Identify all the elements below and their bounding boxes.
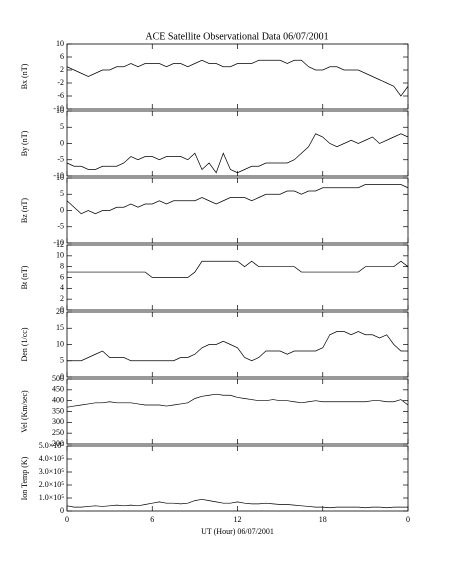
x-tick-label: 0 — [406, 515, 410, 524]
y-tick-label: 0 — [60, 372, 64, 381]
y-tick-label: -5 — [57, 222, 64, 231]
y-tick-label: 1.0×10⁵ — [39, 493, 65, 502]
y-tick-label: 10 — [56, 339, 64, 348]
data-line — [67, 331, 408, 362]
x-tick-label: 12 — [234, 515, 242, 524]
y-tick-label: 0 — [60, 305, 64, 314]
x-tick-label: 18 — [319, 515, 327, 524]
y-tick-label: 10 — [56, 39, 64, 48]
data-line — [66, 393, 409, 408]
panel-frame — [66, 244, 409, 311]
y-tick-label: 5 — [60, 189, 64, 198]
data-line — [66, 59, 409, 97]
y-tick-label: 12 — [56, 240, 64, 249]
panel-frame — [66, 43, 409, 110]
y-tick-label: 500 — [52, 374, 64, 383]
y-tick-label: 10 — [56, 251, 64, 260]
x-axis-label: UT (Hour) 06/07/2001 — [201, 527, 274, 536]
y-tick-label: 0 — [60, 506, 64, 515]
y-tick-label: 450 — [52, 385, 64, 394]
y-tick-label: 8 — [60, 261, 64, 270]
y-axis-label: Vel (Km/sec) — [20, 390, 29, 433]
x-tick-label: 6 — [150, 515, 154, 524]
y-tick-label: 0 — [60, 138, 64, 147]
panel-frame — [66, 110, 409, 177]
y-tick-label: 350 — [52, 406, 64, 415]
y-tick-label: -5 — [57, 155, 64, 164]
panel-frame — [66, 378, 409, 445]
data-line — [66, 498, 408, 509]
panel-frame — [66, 311, 409, 378]
y-tick-label: 4.0×10⁵ — [39, 454, 65, 463]
y-axis-label: By (nT) — [20, 130, 29, 156]
y-tick-label: 6 — [60, 272, 64, 281]
y-tick-label: -2 — [57, 78, 64, 87]
y-tick-label: 2.0×10⁵ — [39, 480, 65, 489]
data-line — [67, 260, 409, 278]
y-tick-label: 200 — [52, 439, 64, 448]
x-tick-label: 0 — [65, 515, 69, 524]
y-tick-label: 10 — [56, 106, 64, 115]
y-tick-label: 10 — [56, 173, 64, 182]
y-tick-label: 5 — [60, 122, 64, 131]
y-tick-label: -10 — [53, 238, 64, 247]
y-tick-label: 5.0×10⁵ — [39, 441, 65, 450]
y-tick-label: 6 — [60, 52, 64, 61]
y-tick-label: -6 — [57, 91, 64, 100]
y-tick-label: -10 — [53, 104, 64, 113]
y-axis-label: Den (1/cc) — [20, 327, 29, 361]
y-tick-label: 3.0×10⁵ — [39, 467, 65, 476]
y-tick-label: 2 — [60, 65, 64, 74]
y-tick-label: 300 — [52, 417, 64, 426]
chart-title: ACE Satellite Observational Data 06/07/2… — [145, 31, 328, 42]
data-line — [66, 133, 409, 174]
y-tick-label: 4 — [60, 283, 64, 292]
y-tick-label: 250 — [52, 428, 64, 437]
y-axis-label: Ion Temp (K) — [20, 456, 29, 500]
y-tick-label: 2 — [60, 294, 64, 303]
y-tick-label: 5 — [60, 356, 64, 365]
y-axis-label: Bt (nT) — [20, 265, 29, 289]
y-tick-label: 15 — [56, 323, 64, 332]
y-tick-label: 20 — [56, 307, 64, 316]
panel-frame — [66, 445, 409, 512]
data-line — [66, 184, 409, 215]
y-tick-label: 400 — [52, 395, 64, 404]
y-tick-label: -10 — [53, 171, 64, 180]
y-axis-label: Bx (nT) — [20, 63, 29, 89]
y-tick-label: 0 — [60, 205, 64, 214]
y-axis-label: Bz (nT) — [20, 198, 29, 223]
